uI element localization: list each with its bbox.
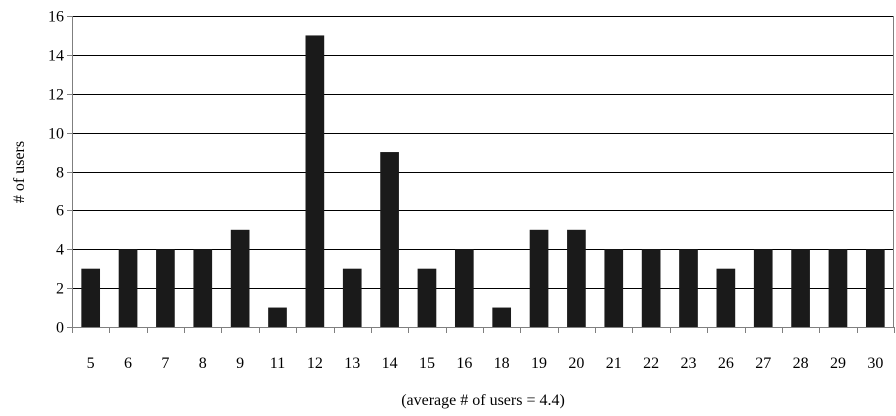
- x-tick-label: 27: [755, 355, 771, 372]
- bar-6: [118, 249, 138, 327]
- y-tick-label: 10: [48, 126, 64, 143]
- bar-8: [193, 249, 213, 327]
- x-tick-label: 18: [494, 355, 510, 372]
- bar-26: [716, 268, 736, 327]
- axes: [67, 16, 895, 333]
- y-tick-label: 6: [56, 203, 64, 220]
- bar-7: [156, 249, 175, 327]
- x-tick-label: 30: [867, 355, 883, 372]
- bar-28: [791, 249, 810, 327]
- x-tick-label: 7: [161, 355, 169, 372]
- bar-11: [268, 307, 287, 327]
- x-tick-label: 9: [236, 355, 244, 372]
- bar-29: [828, 249, 848, 327]
- bar-20: [567, 229, 586, 327]
- x-tick-label: 14: [382, 355, 398, 372]
- y-tick-label: 4: [56, 242, 64, 259]
- x-tick-label: 23: [681, 355, 697, 372]
- x-tick-label: 21: [606, 355, 622, 372]
- x-tick-label: 13: [344, 355, 360, 372]
- bar-16: [454, 249, 474, 327]
- y-tick-label: 2: [56, 281, 64, 298]
- bar-30: [865, 249, 885, 327]
- y-tick-label: 12: [48, 87, 64, 104]
- bar-5: [81, 268, 101, 327]
- x-tick-label: 20: [568, 355, 584, 372]
- bar-22: [641, 249, 661, 327]
- y-tick-label: 14: [48, 48, 64, 65]
- bar-19: [529, 229, 549, 327]
- x-tick-label: 11: [270, 355, 285, 372]
- bar-23: [679, 249, 698, 327]
- y-tick-label: 8: [56, 165, 64, 182]
- bar-14: [380, 152, 399, 327]
- y-tick-labels: 0 2 4 6 8 10 12 14 16: [48, 9, 64, 337]
- x-tick-label: 5: [87, 355, 95, 372]
- bar-18: [492, 307, 512, 327]
- y-axis-label: # of users: [11, 141, 28, 203]
- x-tick-label: 8: [199, 355, 207, 372]
- gridlines: [72, 16, 894, 289]
- x-tick-label: 28: [793, 355, 809, 372]
- x-tick-label: 22: [643, 355, 659, 372]
- bar-21: [604, 249, 624, 327]
- bar-12: [305, 35, 325, 327]
- x-tick-label: 26: [718, 355, 734, 372]
- x-tick-label: 15: [419, 355, 435, 372]
- bar-13: [342, 268, 362, 327]
- bar-15: [417, 268, 437, 327]
- x-tick-label: 16: [456, 355, 472, 372]
- x-tick-label: 6: [124, 355, 132, 372]
- bar-9: [230, 229, 250, 327]
- bar-27: [753, 249, 773, 327]
- x-axis-label: (average # of users = 4.4): [401, 392, 565, 409]
- x-tick-label: 29: [830, 355, 846, 372]
- x-tick-labels: 5 6 7 8 9 11 12 13 14 15 16 18 19 20 21 22 23 26 27 28 29 30: [87, 355, 884, 372]
- x-tick-label: 12: [307, 355, 323, 372]
- y-tick-label: 0: [56, 320, 64, 337]
- y-tick-label: 16: [48, 9, 64, 26]
- x-tick-label: 19: [531, 355, 547, 372]
- bars: [81, 35, 885, 327]
